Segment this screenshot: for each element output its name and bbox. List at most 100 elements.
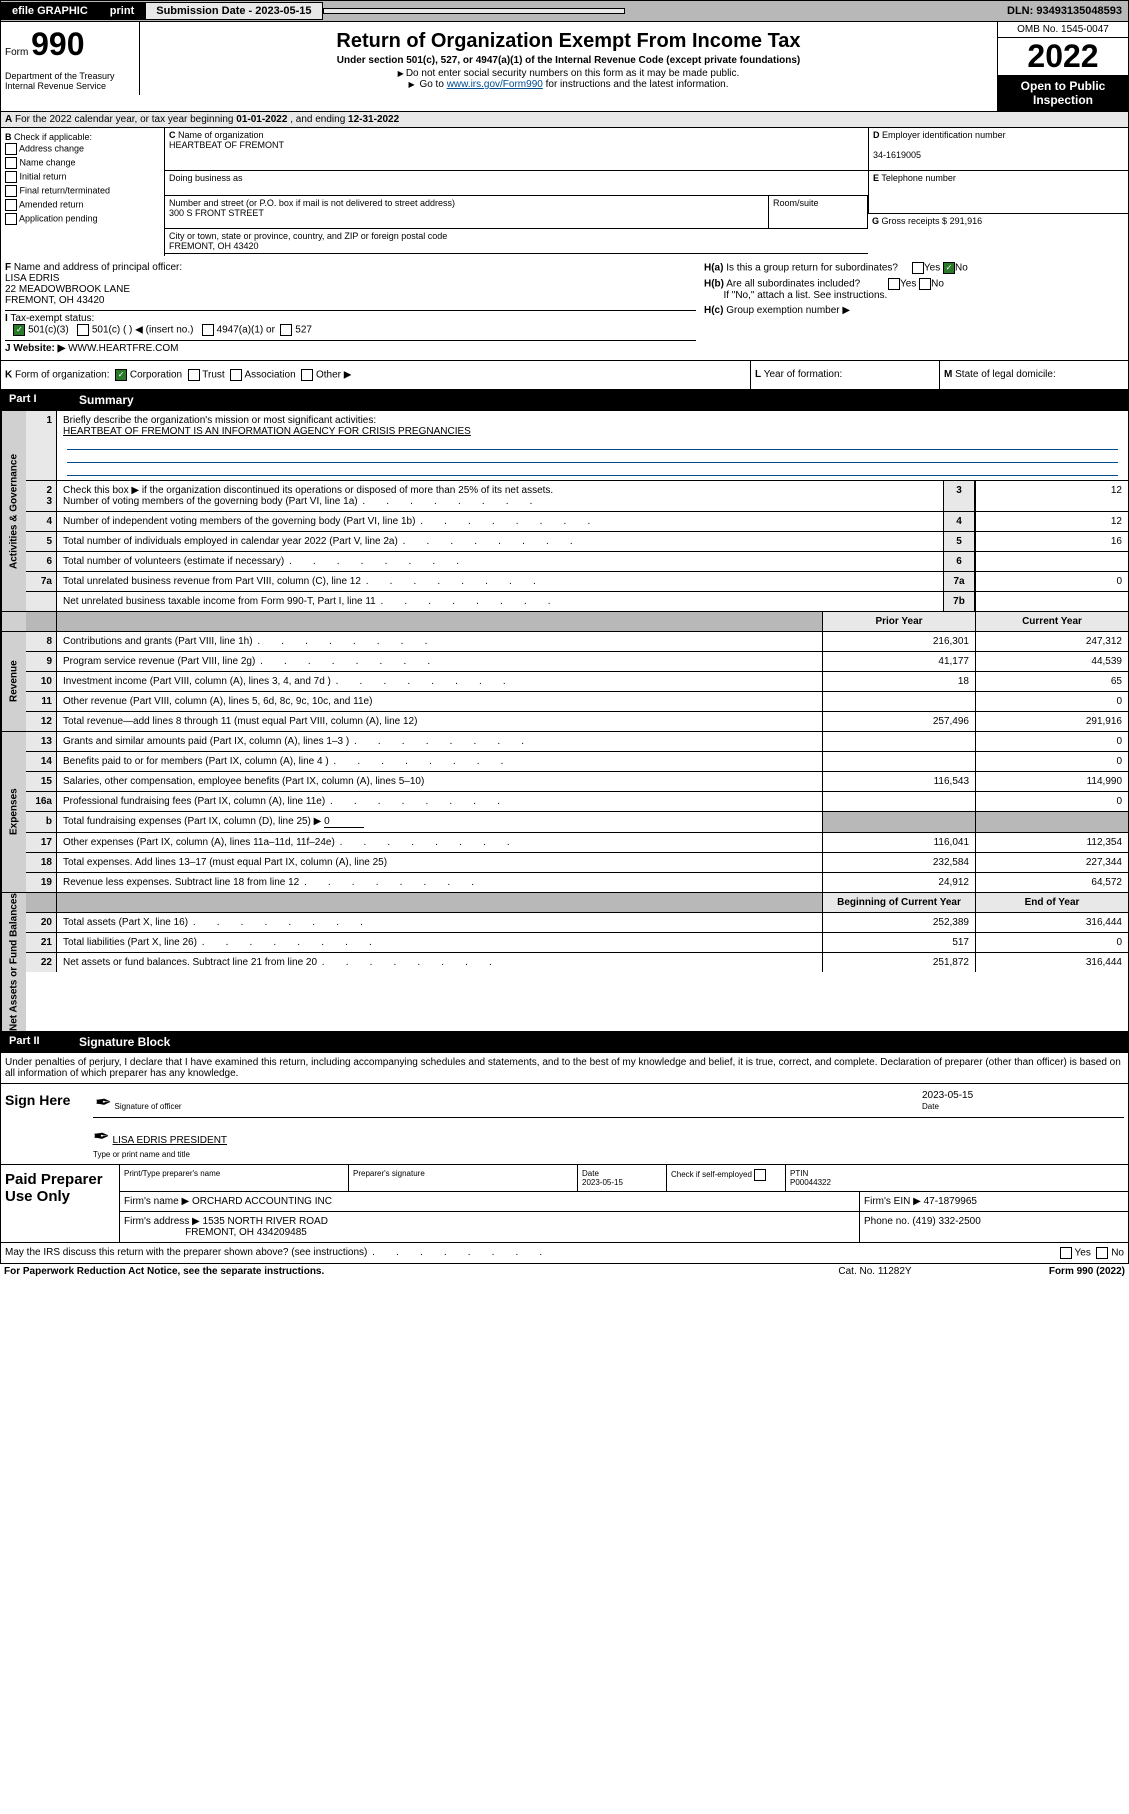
line-15: 15 Salaries, other compensation, employe…	[26, 772, 1128, 792]
b-opt-5-text: Application pending	[19, 213, 98, 223]
b-opt-4[interactable]: Amended return	[5, 198, 160, 212]
checkbox-501c3-icon[interactable]	[13, 324, 25, 336]
checkbox-icon[interactable]	[230, 369, 242, 381]
l22-desc: Net assets or fund balances. Subtract li…	[57, 953, 822, 972]
checkbox-no-icon[interactable]	[943, 262, 955, 274]
l1-desc: Briefly describe the organization's miss…	[63, 415, 376, 426]
l16a-p	[822, 792, 975, 811]
section-f: F Name and address of principal officer:…	[5, 260, 696, 311]
firm-ein-wrap: Firm's EIN ▶ 47-1879965	[860, 1192, 1128, 1211]
print-button[interactable]: print	[99, 2, 145, 20]
checkbox-icon[interactable]	[301, 369, 313, 381]
form-990-page: efile GRAPHIC print Submission Date - 20…	[0, 0, 1129, 1279]
year-box: OMB No. 1545-0047 2022 Open to Public In…	[997, 22, 1128, 111]
penalty-text-box: Under penalties of perjury, I declare th…	[0, 1053, 1129, 1084]
section-h: H(a) Is this a group return for subordin…	[700, 256, 1128, 360]
discuss-row: May the IRS discuss this return with the…	[0, 1243, 1129, 1264]
b-opt-1[interactable]: Name change	[5, 156, 160, 170]
checkbox-icon[interactable]	[5, 185, 17, 197]
paid-h5: PTIN	[790, 1169, 808, 1178]
label-e: E	[873, 173, 879, 183]
checkbox-icon[interactable]	[919, 278, 931, 290]
sign-body: ✒ Signature of officer 2023-05-15 Date ✒…	[89, 1084, 1128, 1164]
twocol-header-group: Prior Year Current Year	[1, 612, 1128, 632]
address-row: Number and street (or P.O. box if mail i…	[165, 196, 868, 229]
checkbox-icon[interactable]	[5, 157, 17, 169]
checkbox-icon[interactable]	[5, 213, 17, 225]
checkbox-icon[interactable]	[280, 324, 292, 336]
sign-here-label: Sign Here	[1, 1084, 89, 1164]
irs-link[interactable]: www.irs.gov/Form990	[447, 79, 543, 90]
l7b-num	[26, 592, 57, 611]
part1-label: Part I	[9, 393, 79, 407]
checkbox-icon[interactable]	[5, 143, 17, 155]
ha-yes: Yes	[924, 263, 940, 274]
checkbox-icon[interactable]	[754, 1169, 766, 1181]
checkbox-corp-icon[interactable]	[115, 369, 127, 381]
checkbox-icon[interactable]	[77, 324, 89, 336]
hb-note: If "No," attach a list. See instructions…	[723, 290, 887, 301]
checkbox-icon[interactable]	[202, 324, 214, 336]
l-text: Year of formation:	[764, 369, 843, 380]
b-opt-0[interactable]: Address change	[5, 142, 160, 156]
l11-p	[822, 692, 975, 711]
submission-date-button[interactable]: Submission Date - 2023-05-15	[145, 2, 322, 20]
section-k: K Form of organization: Corporation Trus…	[1, 361, 750, 389]
form-header: Form 990 Department of the Treasury Inte…	[0, 22, 1129, 112]
l8-p: 216,301	[822, 632, 975, 651]
checkbox-icon[interactable]	[912, 262, 924, 274]
l20-c: 316,444	[975, 913, 1128, 932]
discuss-text: May the IRS discuss this return with the…	[5, 1247, 1060, 1259]
line-20: 20 Total assets (Part X, line 16) 252,38…	[26, 913, 1128, 933]
checkbox-icon[interactable]	[1096, 1247, 1108, 1259]
l22-p: 251,872	[822, 953, 975, 972]
open-public-badge: Open to Public Inspection	[998, 75, 1128, 111]
checkbox-icon[interactable]	[888, 278, 900, 290]
omb-number: OMB No. 1545-0047	[998, 22, 1128, 38]
twocol-header: Prior Year Current Year	[26, 612, 1128, 631]
top-bar: efile GRAPHIC print Submission Date - 20…	[0, 0, 1129, 22]
b-opt-0-text: Address change	[19, 143, 84, 153]
checkbox-icon[interactable]	[1060, 1247, 1072, 1259]
discuss-no-wrap: No	[1096, 1247, 1124, 1259]
activities-governance-group: Activities & Governance 1 Briefly descri…	[1, 411, 1128, 612]
l22-c: 316,444	[975, 953, 1128, 972]
c-street-val: 300 S FRONT STREET	[169, 208, 264, 218]
l21-num: 21	[26, 933, 57, 952]
exp-body: 13 Grants and similar amounts paid (Part…	[26, 732, 1128, 892]
section-b: B Check if applicable: Address change Na…	[1, 128, 165, 256]
l1-mission: HEARTBEAT OF FREMONT IS AN INFORMATION A…	[63, 426, 471, 437]
l23-num: 23	[26, 481, 57, 511]
b-opt-5[interactable]: Application pending	[5, 212, 160, 226]
l7b-desc: Net unrelated business taxable income fr…	[57, 592, 943, 611]
hb-no: No	[931, 279, 944, 290]
label-l: L	[755, 369, 761, 380]
f-officer-addr2: FREMONT, OH 43420	[5, 295, 104, 306]
checkbox-icon[interactable]	[5, 171, 17, 183]
section-i: I Tax-exempt status: 501(c)(3) 501(c) ( …	[5, 311, 696, 341]
l8-c: 247,312	[975, 632, 1128, 651]
k-opt0: Corporation	[130, 370, 182, 381]
checkbox-icon[interactable]	[188, 369, 200, 381]
l6-num: 6	[26, 552, 57, 571]
b-opt-2[interactable]: Initial return	[5, 170, 160, 184]
b-opt-3[interactable]: Final return/terminated	[5, 184, 160, 198]
efile-button[interactable]: efile GRAPHIC	[1, 2, 99, 20]
checkbox-icon[interactable]	[5, 199, 17, 211]
paid-h1: Print/Type preparer's name	[120, 1165, 349, 1191]
l19-desc: Revenue less expenses. Subtract line 18 …	[57, 873, 822, 892]
l16b-extra: 0	[324, 816, 364, 828]
d-ein-val: 34-1619005	[873, 150, 921, 160]
g-gross-label: Gross receipts $	[882, 216, 948, 226]
form-number-box: Form 990	[1, 22, 140, 67]
l22-num: 22	[26, 953, 57, 972]
dept-line2: Internal Revenue Service	[5, 81, 135, 91]
l13-desc: Grants and similar amounts paid (Part IX…	[57, 732, 822, 751]
l10-c: 65	[975, 672, 1128, 691]
section-deg: D Employer identification number 34-1619…	[868, 128, 1128, 256]
l7b-nl: 7b	[943, 592, 975, 611]
open-l1: Open to Public	[1021, 79, 1106, 93]
form-word: Form	[5, 47, 28, 58]
l20-num: 20	[26, 913, 57, 932]
c-dba-label: Doing business as	[169, 173, 243, 183]
